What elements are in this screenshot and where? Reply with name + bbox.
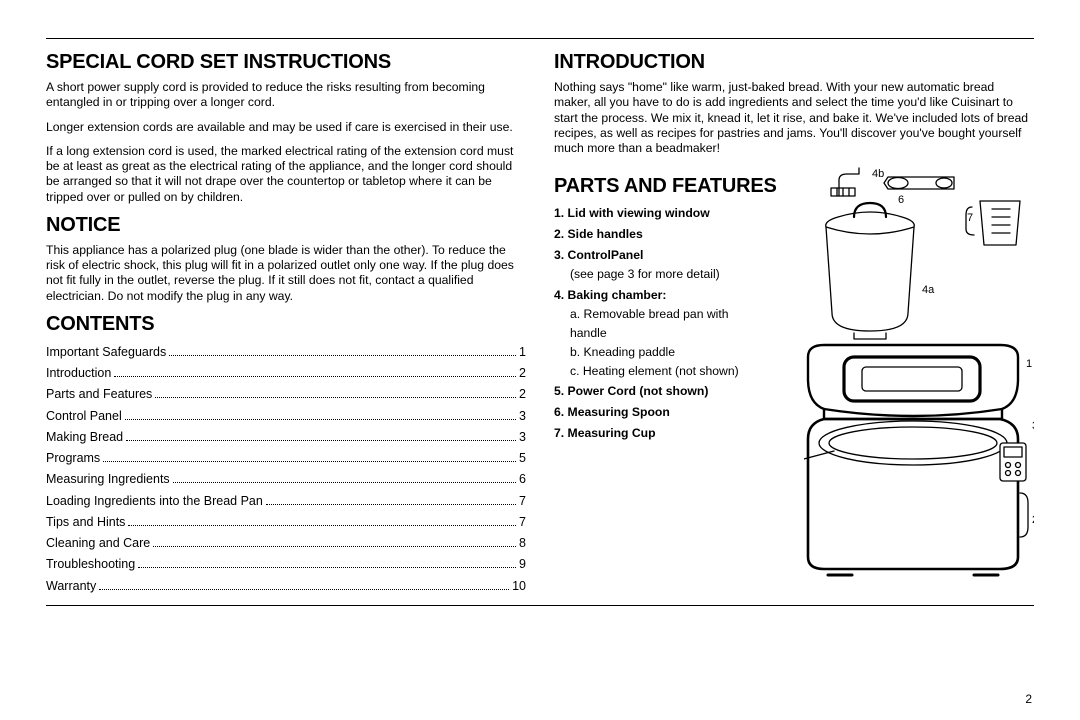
part-4b: b. Kneading paddle xyxy=(570,345,675,359)
toc-row: Making Bread 3 xyxy=(46,427,526,448)
toc-leader-dots xyxy=(173,472,516,483)
toc-row: Warranty 10 xyxy=(46,576,526,597)
toc-leader-dots xyxy=(114,366,516,377)
toc-label: Tips and Hints xyxy=(46,512,125,533)
part-4-label: 4. Baking chamber: xyxy=(554,288,666,302)
toc-row: Control Panel 3 xyxy=(46,406,526,427)
cord-para-2: Longer extension cords are available and… xyxy=(46,120,526,135)
page-number: 2 xyxy=(1025,692,1032,706)
table-of-contents: Important Safeguards1Introduction2Parts … xyxy=(46,342,526,597)
breadmaker-body-icon xyxy=(804,345,1028,575)
toc-page: 6 xyxy=(519,469,526,490)
toc-label: Loading Ingredients into the Bread Pan xyxy=(46,491,263,512)
toc-label: Troubleshooting xyxy=(46,554,135,575)
toc-page: 1 xyxy=(519,342,526,363)
toc-row: Troubleshooting 9 xyxy=(46,554,526,575)
toc-row: Cleaning and Care 8 xyxy=(46,533,526,554)
toc-row: Introduction 2 xyxy=(46,363,526,384)
part-4c: c. Heating element (not shown) xyxy=(570,364,739,378)
left-column: SPECIAL CORD SET INSTRUCTIONS A short po… xyxy=(46,51,526,597)
toc-label: Introduction xyxy=(46,363,111,384)
heading-notice: NOTICE xyxy=(46,214,526,237)
part-item-1: 1. Lid with viewing window xyxy=(554,204,804,223)
toc-page: 9 xyxy=(519,554,526,575)
toc-label: Measuring Ingredients xyxy=(46,469,170,490)
toc-row: Measuring Ingredients 6 xyxy=(46,469,526,490)
part-3-label: 3. ControlPanel xyxy=(554,248,643,262)
toc-row: Loading Ingredients into the Bread Pan 7 xyxy=(46,491,526,512)
toc-leader-dots xyxy=(169,345,516,356)
cord-para-3: If a long extension cord is used, the ma… xyxy=(46,144,526,205)
toc-leader-dots xyxy=(125,408,516,419)
toc-leader-dots xyxy=(128,515,516,526)
toc-label: Warranty xyxy=(46,576,96,597)
cord-para-1: A short power supply cord is provided to… xyxy=(46,80,526,111)
right-column: INTRODUCTION Nothing says "home" like wa… xyxy=(554,51,1034,597)
toc-leader-dots xyxy=(155,387,516,398)
toc-leader-dots xyxy=(138,557,516,568)
callout-3: 3 xyxy=(1032,420,1034,432)
bread-pan-icon xyxy=(826,203,915,339)
parts-list-column: PARTS AND FEATURES 1. Lid with viewing w… xyxy=(554,165,804,445)
part-item-5: 5. Power Cord (not shown) xyxy=(554,382,804,401)
part-item-7: 7. Measuring Cup xyxy=(554,424,804,443)
intro-para: Nothing says "home" like warm, just-bake… xyxy=(554,80,1034,156)
toc-page: 5 xyxy=(519,448,526,469)
callout-4a: 4a xyxy=(922,284,935,296)
toc-row: Parts and Features 2 xyxy=(46,384,526,405)
toc-page: 2 xyxy=(519,384,526,405)
callout-1: 1 xyxy=(1026,358,1032,370)
toc-label: Making Bread xyxy=(46,427,123,448)
part-item-3: 3. ControlPanel (see page 3 for more det… xyxy=(554,246,804,284)
part-4a: a. Removable bread pan with handle xyxy=(570,305,740,343)
toc-leader-dots xyxy=(99,578,509,589)
part-item-4: 4. Baking chamber: a. Removable bread pa… xyxy=(554,286,804,381)
toc-leader-dots xyxy=(153,536,516,547)
parts-diagram: 4b 6 7 4a 1 4 3 2 xyxy=(804,165,1034,595)
callout-2: 2 xyxy=(1032,514,1034,526)
toc-label: Parts and Features xyxy=(46,384,152,405)
toc-page: 8 xyxy=(519,533,526,554)
toc-leader-dots xyxy=(103,451,516,462)
measuring-cup-icon xyxy=(966,201,1020,245)
toc-leader-dots xyxy=(126,430,516,441)
parts-list: 1. Lid with viewing window 2. Side handl… xyxy=(554,204,804,443)
toc-page: 3 xyxy=(519,406,526,427)
toc-leader-dots xyxy=(266,493,516,504)
top-rule xyxy=(46,38,1034,39)
toc-row: Important Safeguards 1 xyxy=(46,342,526,363)
part-3-note: (see page 3 for more detail) xyxy=(570,267,720,281)
part-item-2: 2. Side handles xyxy=(554,225,804,244)
heading-contents: CONTENTS xyxy=(46,313,526,336)
callout-7: 7 xyxy=(967,212,973,224)
toc-label: Important Safeguards xyxy=(46,342,166,363)
toc-label: Cleaning and Care xyxy=(46,533,150,554)
toc-page: 7 xyxy=(519,491,526,512)
parts-features-section: PARTS AND FEATURES 1. Lid with viewing w… xyxy=(554,165,1034,595)
part-item-6: 6. Measuring Spoon xyxy=(554,403,804,422)
kneading-paddle-icon xyxy=(831,168,859,196)
two-column-layout: SPECIAL CORD SET INSTRUCTIONS A short po… xyxy=(46,51,1034,597)
toc-page: 3 xyxy=(519,427,526,448)
heading-parts-features: PARTS AND FEATURES xyxy=(554,175,804,198)
toc-page: 7 xyxy=(519,512,526,533)
toc-row: Tips and Hints 7 xyxy=(46,512,526,533)
toc-row: Programs 5 xyxy=(46,448,526,469)
toc-page: 10 xyxy=(512,576,526,597)
measuring-spoon-icon xyxy=(884,177,954,189)
breadmaker-diagram-svg: 4b 6 7 4a 1 4 3 2 xyxy=(804,165,1034,595)
heading-introduction: INTRODUCTION xyxy=(554,51,1034,74)
notice-para: This appliance has a polarized plug (one… xyxy=(46,243,526,304)
toc-label: Programs xyxy=(46,448,100,469)
toc-label: Control Panel xyxy=(46,406,122,427)
toc-page: 2 xyxy=(519,363,526,384)
heading-cord-instructions: SPECIAL CORD SET INSTRUCTIONS xyxy=(46,51,526,74)
callout-4b: 4b xyxy=(872,168,884,180)
callout-6: 6 xyxy=(898,194,904,206)
bottom-rule xyxy=(46,605,1034,606)
